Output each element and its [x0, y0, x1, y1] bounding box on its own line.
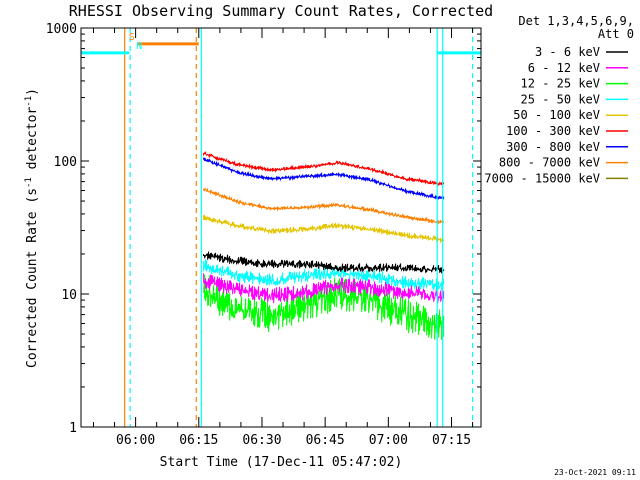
y-axis-label-sup1: -1 — [24, 177, 34, 188]
x-tick-label: 07:00 — [369, 433, 408, 448]
x-tick-label: 07:15 — [432, 433, 471, 448]
y-axis-label-mid: detector — [25, 107, 40, 178]
y-axis-label-end: ) — [25, 88, 40, 96]
legend-header-attenuator: Att 0 — [598, 27, 634, 41]
y-tick-label: 100 — [54, 155, 77, 170]
plot-area: SN 1 10 100 1000 06:00 06:15 06:30 06:45 07:00 07:… — [46, 22, 482, 448]
legend-label-4: 50 - 100 keV — [513, 108, 600, 122]
series-line-300-800-kev — [203, 157, 445, 200]
legend-label-3: 25 - 50 keV — [521, 92, 600, 106]
series-line-100-300-kev — [203, 151, 445, 187]
legend-label-0: 3 - 6 keV — [535, 45, 600, 59]
y-axis-label: Corrected Count Rate (s-1 detector-1) — [24, 88, 40, 368]
flag-label-n: N — [136, 41, 142, 52]
legend-label-2: 12 - 25 keV — [521, 77, 600, 91]
x-tick-label: 06:45 — [306, 433, 345, 448]
legend-label-1: 6 - 12 keV — [528, 61, 600, 75]
legend-label-7: 800 - 7000 keV — [499, 156, 600, 170]
legend-header-detectors: Det 1,3,4,5,6,9, — [518, 14, 634, 28]
y-axis-label-sup2: -1 — [24, 96, 34, 107]
series-line-3-6-kev — [203, 251, 445, 274]
x-tick-label: 06:15 — [179, 433, 218, 448]
series-line-6-12-kev — [203, 273, 445, 304]
y-axis-label-main: Corrected Count Rate (s — [25, 188, 40, 368]
x-tick-label: 06:30 — [242, 433, 281, 448]
y-tick-label: 1 — [69, 421, 77, 436]
chart-title: RHESSI Observing Summary Count Rates, Co… — [69, 2, 493, 20]
flag-label-s: S — [129, 32, 135, 43]
y-tick-label: 10 — [61, 288, 77, 303]
plot-frame — [80, 27, 482, 428]
series-line-50-100-kev — [203, 214, 445, 244]
legend-label-5: 100 - 300 keV — [506, 124, 600, 138]
x-axis-label: Start Time (17-Dec-11 05:47:02) — [160, 455, 403, 470]
x-tick-label: 06:00 — [116, 433, 155, 448]
y-tick-label: 1000 — [46, 22, 77, 37]
legend: Det 1,3,4,5,6,9, Att 0 3 - 6 keV 6 - 12 k… — [484, 14, 634, 185]
timestamp: 23-Oct-2021 09:11 — [554, 468, 636, 477]
legend-label-6: 300 - 800 keV — [506, 140, 600, 154]
legend-label-8: 7000 - 15000 keV — [484, 171, 600, 185]
series-line-800-7000-kev — [203, 187, 445, 225]
series-line-12-25-kev — [203, 274, 445, 341]
series-line-25-50-kev — [203, 259, 445, 291]
